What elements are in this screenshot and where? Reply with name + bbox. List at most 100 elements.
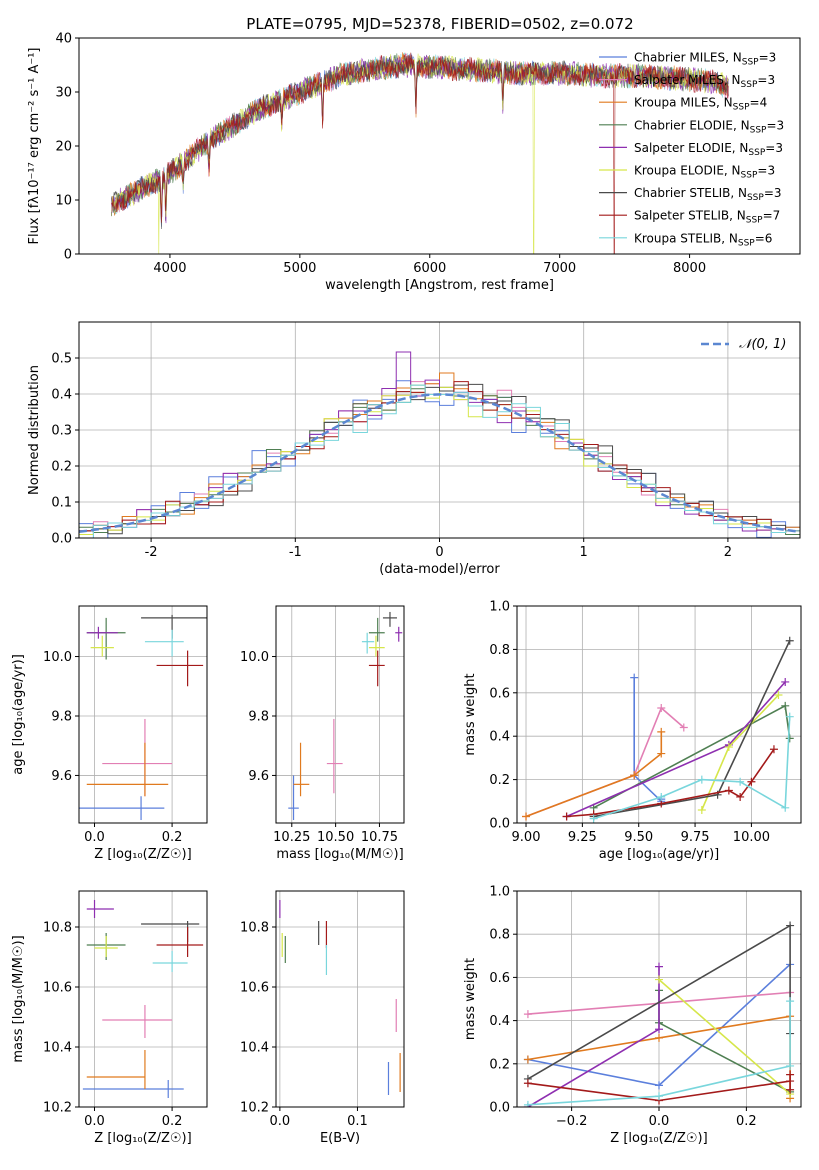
weight-marker: [523, 1079, 532, 1088]
weight-marker: [589, 814, 598, 823]
x-axis-label: E(B-V): [320, 1131, 360, 1146]
y-tick-label: 0.5: [51, 352, 72, 367]
weight-line: [593, 704, 791, 809]
weight-marker: [657, 749, 666, 758]
weight-marker: [697, 805, 706, 814]
y-tick-label: 1.0: [489, 600, 510, 615]
weight-marker: [786, 1085, 795, 1094]
x-tick-label: 5000: [283, 261, 316, 276]
panel-massweight-vs-Z: −0.2 0.0 0.2 0.0 0.2 0.4 0.6 0.8 1.0 Z [log₁₀(Z/Z…: [463, 885, 802, 1146]
spectrum-line: [111, 52, 729, 254]
panel-massweight-vs-age: 9.00 9.25 9.50 9.75 10.00 0.0 0.2 0.4 0.6 0.8 1.0 a…: [463, 600, 802, 862]
weight-marker: [522, 812, 531, 821]
histogram-steps: [79, 380, 800, 538]
x-tick-label: 9.00: [512, 830, 541, 845]
x-axis-label: age [log₁₀(age/yr)]: [599, 847, 720, 862]
weight-marker: [786, 997, 795, 1006]
x-tick-label: 0.2: [736, 1114, 757, 1129]
weight-marker: [736, 792, 745, 801]
y-tick-label: 10.0: [43, 650, 72, 665]
y-axis-label: Normed distribution: [27, 365, 42, 495]
error-point: [288, 775, 299, 821]
y-tick-label: 10.0: [240, 650, 269, 665]
weight-marker: [523, 1010, 532, 1019]
plot-area: [279, 900, 401, 1095]
weight-marker: [655, 1025, 663, 1034]
error-point: [156, 927, 204, 957]
weight-marker: [786, 1061, 795, 1070]
legend-label: Kroupa MILES, NSSP=4: [634, 96, 767, 113]
y-tick-label: 10.8: [240, 921, 269, 936]
error-point: [293, 742, 310, 797]
x-axis-label: wavelength [Angstrom, rest frame]: [325, 278, 554, 293]
error-point: [102, 1005, 173, 1038]
legend-label: Salpeter ELODIE, NSSP=3: [634, 141, 783, 158]
plot-area: [79, 614, 207, 821]
y-tick-label: 0.8: [489, 643, 510, 658]
weight-line: [633, 677, 663, 804]
panel-age-vs-mass: 10.25 10.50 10.75 9.6 9.8 10.0 mass [log₁₀(M/M…: [240, 605, 405, 862]
weight-marker: [747, 777, 756, 786]
weight-marker: [655, 962, 663, 971]
error-point: [141, 921, 200, 942]
y-tick-label: 0.3: [51, 424, 72, 439]
weight-line: [525, 731, 663, 818]
y-tick-label: 0.0: [489, 817, 510, 832]
y-tick-label: 20: [55, 140, 72, 155]
axes-frame: [275, 605, 405, 824]
error-point: [368, 617, 385, 642]
weight-marker: [657, 792, 666, 801]
error-point: [156, 650, 204, 687]
panel-spectrum: 4000 5000 6000 7000 8000 0 10 20 30 40 wavelength …: [27, 32, 801, 293]
error-point: [94, 936, 118, 957]
x-tick-label: 4000: [153, 261, 186, 276]
x-tick-label: 0.0: [84, 1114, 105, 1129]
error-point: [141, 614, 207, 639]
error-point: [90, 635, 114, 657]
weight-marker: [679, 723, 688, 732]
weight-marker: [657, 703, 666, 712]
x-tick-label: 8000: [673, 261, 706, 276]
y-tick-label: 9.6: [248, 769, 269, 784]
error-point: [361, 632, 375, 654]
x-tick-label: 0.1: [347, 1114, 368, 1129]
y-tick-label: 0.4: [51, 388, 72, 403]
error-point: [395, 626, 403, 642]
x-tick-label: 0.0: [84, 830, 105, 845]
weight-marker: [630, 673, 639, 682]
spectrum-legend: Chabrier MILES, NSSP=3 Salpeter MILES, NS…: [599, 51, 784, 248]
x-axis-label: mass [log₁₀(M/M☉)]: [276, 847, 403, 862]
x-tick-label: 10.50: [317, 830, 354, 845]
y-tick-label: 30: [55, 86, 72, 101]
y-tick-label: 0: [64, 248, 72, 263]
weight-marker: [785, 712, 794, 721]
y-tick-label: 10.6: [240, 981, 269, 996]
panel-age-vs-Z: 0.0 0.2 9.6 9.8 10.0 Z [log₁₀(Z/Z☉)] age [log₁…: [11, 605, 208, 862]
error-point: [326, 718, 343, 794]
axes-frame: [516, 605, 802, 824]
x-tick-label: 9.75: [681, 830, 710, 845]
x-tick-label: 6000: [413, 261, 446, 276]
y-tick-label: 0.0: [489, 1101, 510, 1116]
error-point: [144, 629, 184, 657]
y-tick-label: 0.2: [489, 1057, 510, 1072]
x-tick-label: -2: [145, 545, 158, 560]
weight-marker: [523, 1100, 532, 1107]
legend-label: Chabrier ELODIE, NSSP=3: [634, 118, 784, 135]
error-point: [79, 796, 165, 821]
x-tick-label: 0.0: [270, 1114, 291, 1129]
y-tick-label: 10.4: [43, 1041, 72, 1056]
legend-label: Kroupa STELIB, NSSP=6: [634, 231, 772, 248]
x-tick-label: 1: [580, 545, 588, 560]
weight-marker: [774, 690, 783, 699]
legend-label: Chabrier STELIB, NSSP=3: [634, 186, 782, 203]
error-point: [152, 951, 188, 972]
weight-marker: [781, 677, 790, 686]
y-tick-label: 0.6: [489, 971, 510, 986]
weight-marker: [724, 786, 733, 795]
weight-line: [658, 978, 791, 1095]
error-point: [368, 650, 385, 687]
y-tick-label: 40: [55, 32, 72, 47]
weight-marker: [736, 777, 745, 786]
